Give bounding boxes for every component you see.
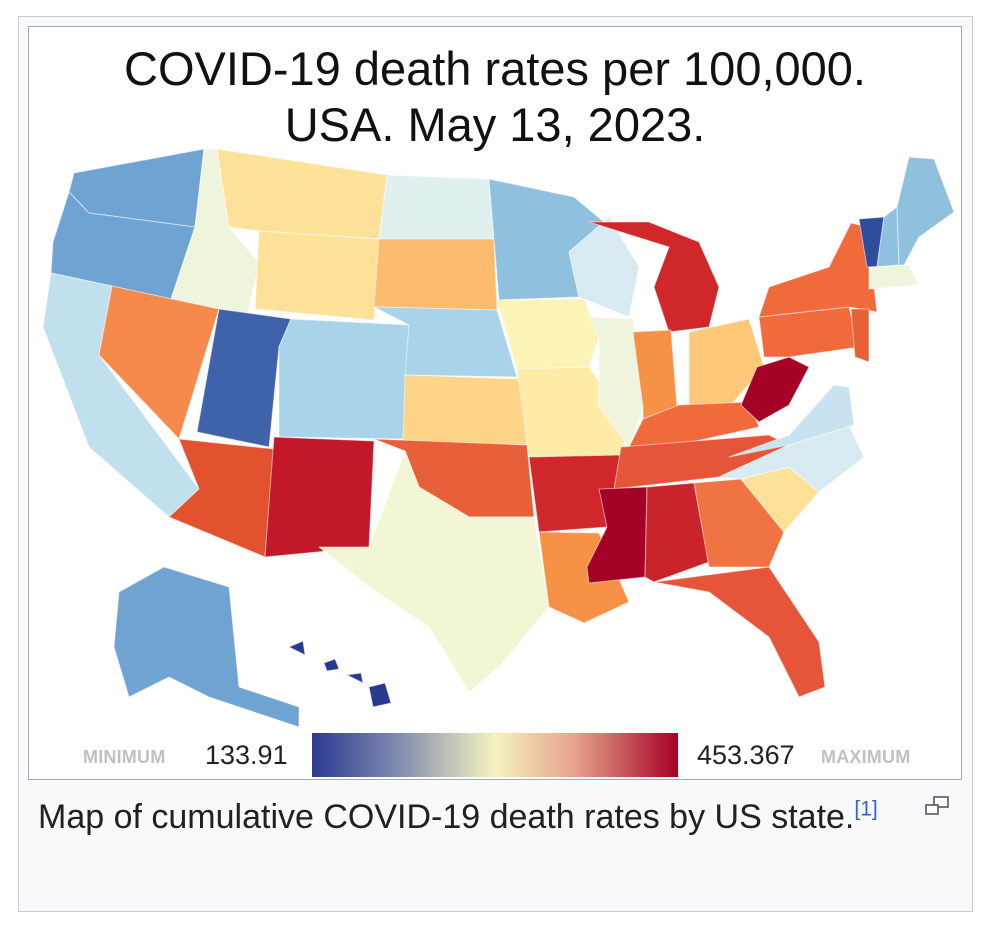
caption-text: Map of cumulative COVID-19 death rates b… [38, 798, 855, 836]
legend-color-gradient [312, 733, 678, 777]
map-title: COVID-19 death rates per 100,000. USA. M… [124, 42, 866, 151]
state-hi [288, 640, 392, 708]
state-wi [568, 216, 640, 318]
state-nd [378, 174, 495, 240]
state-ma [868, 264, 920, 290]
state-az [168, 438, 275, 558]
state-nm [264, 436, 375, 558]
figure-caption: Map of cumulative COVID-19 death rates b… [38, 792, 878, 842]
legend-minimum-value: 133.91 [205, 740, 288, 770]
state-tx [318, 450, 550, 693]
state-nj [850, 308, 870, 363]
state-wy [254, 230, 380, 321]
us-choropleth-map [42, 148, 955, 728]
map-figure[interactable]: COVID-19 death rates per 100,000. USA. M… [28, 26, 962, 780]
reference-link[interactable]: [1] [854, 797, 878, 821]
state-sd [373, 238, 498, 311]
state-ut [196, 308, 292, 448]
state-oh [688, 318, 765, 408]
state-ak [113, 566, 300, 728]
state-mt [216, 148, 388, 240]
state-wv [740, 356, 810, 423]
state-ne [373, 306, 518, 378]
legend-maximum-value: 453.367 [697, 740, 795, 770]
legend-minimum-label: MINIMUM [83, 747, 166, 767]
state-me [896, 156, 955, 266]
state-ga [693, 478, 785, 568]
state-va [728, 384, 855, 458]
state-mi [588, 221, 720, 333]
state-al [644, 482, 710, 583]
state-ks [402, 374, 528, 446]
legend-maximum-label: MAXIMUM [821, 747, 911, 767]
magnify-icon[interactable] [924, 796, 952, 816]
state-fl [653, 566, 826, 698]
state-co [278, 318, 410, 440]
state-ia [496, 298, 600, 370]
state-ny [758, 222, 878, 318]
